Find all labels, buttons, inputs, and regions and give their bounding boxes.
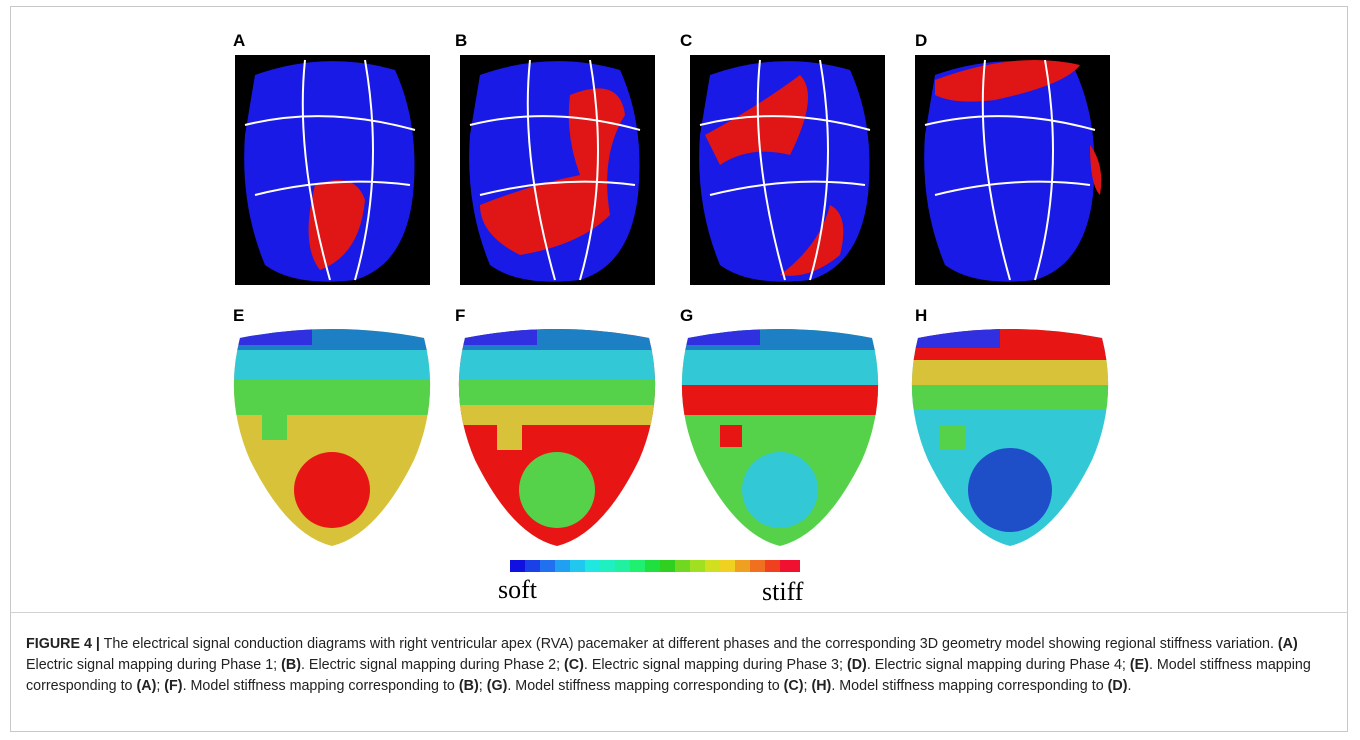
caption-text: . Electric signal mapping during Phase 2… (301, 657, 564, 673)
panel-label: C (680, 31, 692, 50)
caption-bold: (D) (847, 657, 867, 673)
panel-label: A (233, 31, 245, 50)
panel-label: G (680, 306, 693, 325)
caption-bold: (C) (784, 678, 804, 694)
caption-text: . Model stiffness mapping corresponding … (831, 678, 1107, 694)
panel-label: D (915, 31, 927, 50)
caption-text: . Model stiffness mapping corresponding … (183, 678, 459, 694)
caption-text: . (1128, 678, 1132, 694)
panel-h-model (900, 320, 1120, 560)
colorbar-high-label: stiff (762, 577, 804, 606)
colorbar-low-label: soft (498, 575, 538, 604)
separator (10, 612, 1348, 613)
caption-bold: (A) (1278, 636, 1298, 652)
caption: FIGURE 4 | The electrical signal conduct… (26, 634, 1336, 697)
panel-g-model (670, 320, 890, 560)
panel-e-model (222, 320, 442, 560)
caption-text: The electrical signal conduction diagram… (100, 636, 1278, 652)
caption-bold: (A) (136, 678, 156, 694)
caption-bold: (G) (487, 678, 508, 694)
caption-bold: (F) (164, 678, 182, 694)
caption-bold: FIGURE 4 | (26, 636, 100, 652)
panel-c-image (690, 55, 885, 285)
caption-bold: (H) (811, 678, 831, 694)
panel-label: B (455, 31, 467, 50)
panel-d-image (915, 55, 1110, 285)
panel-label: E (233, 306, 244, 325)
panel-b-image (460, 55, 655, 285)
caption-bold: (E) (1130, 657, 1149, 673)
caption-bold: (B) (459, 678, 479, 694)
caption-bold: (C) (564, 657, 584, 673)
panel-a-image (235, 55, 430, 285)
figure: soft stiff A B C D E F G H (0, 0, 1360, 612)
page: {"figure": { "panel_labels": ["A", "B", … (0, 0, 1360, 740)
caption-bold: (D) (1108, 678, 1128, 694)
caption-text: ; (479, 678, 487, 694)
caption-text: . Electric signal mapping during Phase 3… (584, 657, 847, 673)
caption-text: . Model stiffness mapping corresponding … (507, 678, 783, 694)
caption-text: . Electric signal mapping during Phase 4… (867, 657, 1130, 673)
colorbar (510, 560, 800, 572)
caption-bold: (B) (281, 657, 301, 673)
panel-f-model (447, 320, 667, 560)
panel-label: F (455, 306, 465, 325)
panel-label: H (915, 306, 927, 325)
